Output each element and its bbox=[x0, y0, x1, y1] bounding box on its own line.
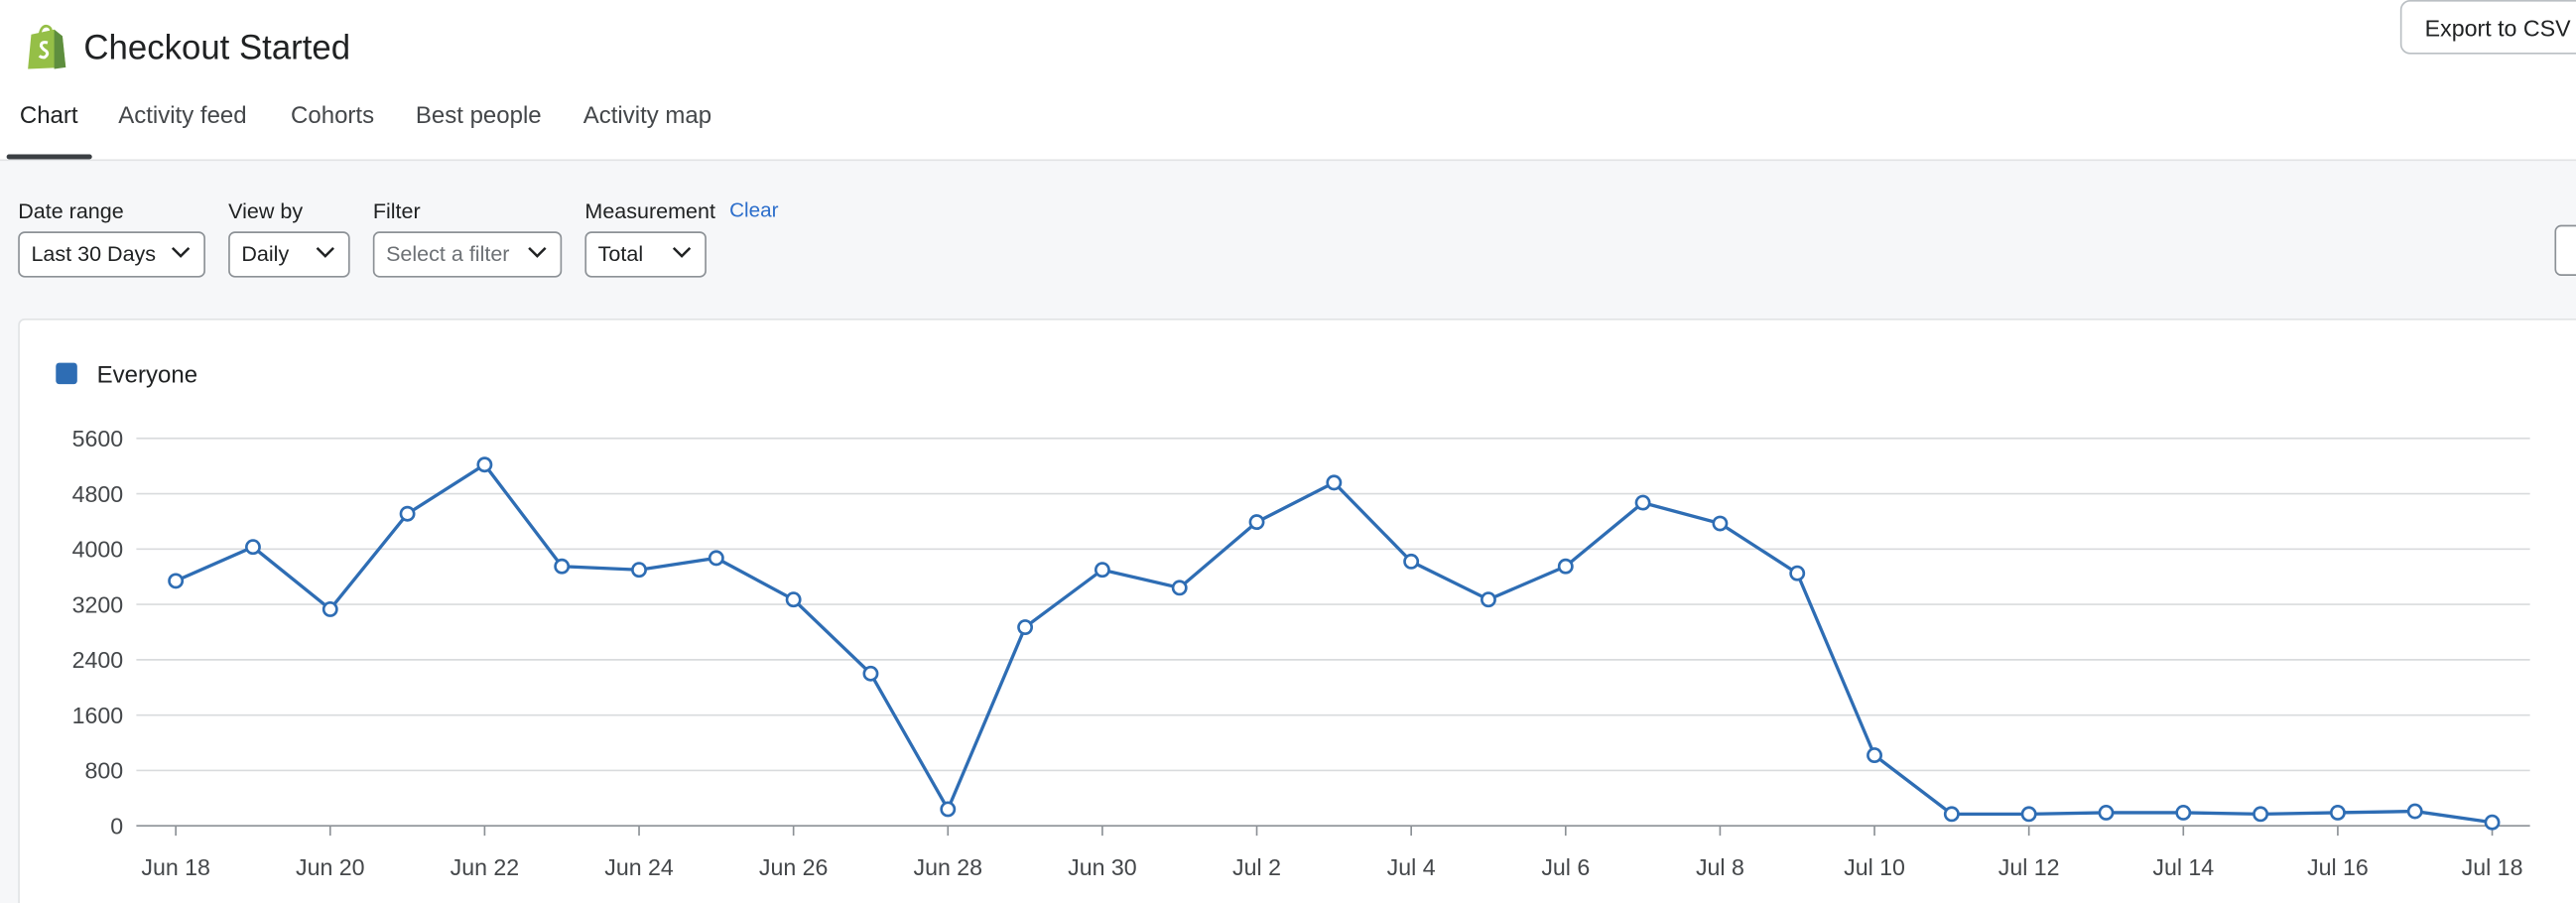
tab-underline bbox=[6, 154, 92, 160]
chevron bbox=[316, 246, 334, 258]
data-point bbox=[862, 665, 879, 682]
dropdown-value: Total bbox=[597, 241, 644, 267]
y-tick-label: 4800 bbox=[72, 481, 124, 507]
filter-label: Filter bbox=[372, 198, 421, 224]
data-point bbox=[1017, 619, 1034, 636]
dropdown-value: Last 30 Days bbox=[31, 241, 157, 267]
dropdown[interactable]: Daily bbox=[228, 231, 350, 278]
data-point bbox=[1248, 514, 1265, 531]
data-point bbox=[1634, 494, 1651, 511]
y-tick-label: 800 bbox=[85, 758, 124, 784]
y-tick-label: 2400 bbox=[72, 647, 124, 673]
x-tick-label: Jun 28 bbox=[914, 854, 983, 880]
series-line bbox=[175, 462, 2493, 825]
dropdown-value: Daily bbox=[241, 241, 290, 267]
data-point bbox=[245, 539, 261, 556]
data-point bbox=[322, 601, 338, 617]
data-point bbox=[1403, 553, 1420, 570]
data-point bbox=[2098, 805, 2115, 821]
data-point bbox=[1712, 515, 1729, 532]
data-point bbox=[785, 591, 802, 608]
page-title: Checkout Started bbox=[83, 29, 351, 67]
y-tick-label: 3200 bbox=[72, 591, 124, 617]
data-point bbox=[2406, 803, 2423, 820]
chevron bbox=[528, 246, 547, 258]
x-tick-label: Jun 24 bbox=[604, 854, 674, 880]
x-tick-label: Jul 12 bbox=[1998, 854, 2060, 880]
data-point bbox=[168, 573, 185, 589]
data-point bbox=[2020, 806, 2037, 823]
data-point bbox=[1557, 558, 1574, 575]
data-point bbox=[1326, 474, 1343, 491]
x-tick-label: Jul 18 bbox=[2462, 854, 2523, 880]
tab[interactable]: Best people bbox=[415, 103, 542, 130]
tab[interactable]: Activity feed bbox=[118, 103, 247, 130]
x-tick-label: Jun 26 bbox=[759, 854, 829, 880]
filter-label: Measurement bbox=[584, 198, 715, 224]
x-tick-label: Jun 30 bbox=[1068, 854, 1137, 880]
dropdown[interactable]: Select a filter bbox=[372, 231, 563, 278]
tab[interactable]: Cohorts bbox=[291, 103, 375, 130]
tab[interactable]: Activity map bbox=[582, 103, 712, 130]
dropdown[interactable]: Last 30 Days bbox=[18, 231, 205, 278]
x-tick-label: Jul 16 bbox=[2307, 854, 2369, 880]
data-point bbox=[940, 801, 957, 818]
data-point bbox=[631, 562, 647, 579]
x-tick-label: Jul 2 bbox=[1232, 854, 1281, 880]
legend-label: Everyone bbox=[97, 362, 197, 389]
data-point bbox=[1867, 747, 1882, 764]
data-point bbox=[2484, 814, 2501, 831]
y-tick-label: 1600 bbox=[72, 703, 124, 728]
x-tick-label: Jun 22 bbox=[451, 854, 520, 880]
data-point bbox=[399, 505, 416, 522]
x-tick-label: Jul 14 bbox=[2152, 854, 2214, 880]
refresh-button[interactable] bbox=[2554, 224, 2576, 276]
data-point bbox=[554, 558, 571, 575]
x-tick-label: Jun 20 bbox=[296, 854, 365, 880]
x-tick-label: Jul 8 bbox=[1696, 854, 1744, 880]
data-point bbox=[2175, 805, 2192, 821]
legend-swatch bbox=[56, 362, 77, 385]
chevron bbox=[171, 246, 191, 258]
filter-label: View by bbox=[228, 198, 304, 224]
data-point bbox=[476, 456, 493, 473]
x-tick-label: Jul 4 bbox=[1387, 854, 1436, 880]
chevron bbox=[672, 246, 692, 258]
data-point bbox=[1094, 562, 1110, 579]
y-tick-label: 0 bbox=[110, 813, 123, 838]
x-tick-label: Jul 6 bbox=[1541, 854, 1590, 880]
data-point bbox=[2253, 806, 2269, 823]
data-point bbox=[1481, 591, 1496, 608]
data-point bbox=[2329, 805, 2346, 821]
chart-card bbox=[18, 318, 2576, 903]
data-point bbox=[1943, 806, 1960, 823]
tab[interactable]: Chart bbox=[19, 103, 78, 130]
logo bbox=[28, 24, 66, 69]
clear-link[interactable]: Clear bbox=[729, 198, 779, 222]
data-point bbox=[708, 550, 724, 567]
dropdown[interactable]: Total bbox=[584, 231, 707, 278]
export-button[interactable]: Export to CSV bbox=[2399, 0, 2576, 55]
x-tick-label: Jun 18 bbox=[141, 854, 210, 880]
filter-label: Date range bbox=[18, 198, 124, 224]
x-tick-label: Jul 10 bbox=[1844, 854, 1905, 880]
data-point bbox=[1789, 565, 1806, 581]
y-tick-label: 4000 bbox=[72, 537, 124, 563]
data-point bbox=[1171, 580, 1188, 596]
y-tick-label: 5600 bbox=[72, 426, 124, 452]
dropdown-value: Select a filter bbox=[386, 241, 510, 267]
